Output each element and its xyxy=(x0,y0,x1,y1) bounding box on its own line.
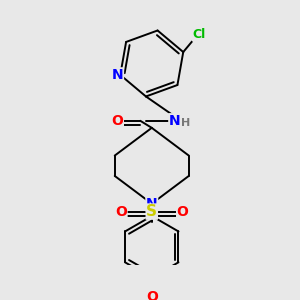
Text: O: O xyxy=(177,205,189,219)
Text: H: H xyxy=(181,118,190,128)
Text: O: O xyxy=(115,205,127,219)
Text: N: N xyxy=(112,68,123,82)
Text: S: S xyxy=(146,204,157,219)
Text: N: N xyxy=(146,197,158,211)
Text: O: O xyxy=(111,114,123,128)
Text: O: O xyxy=(146,290,158,300)
Text: Cl: Cl xyxy=(193,28,206,41)
Text: N: N xyxy=(169,114,181,128)
